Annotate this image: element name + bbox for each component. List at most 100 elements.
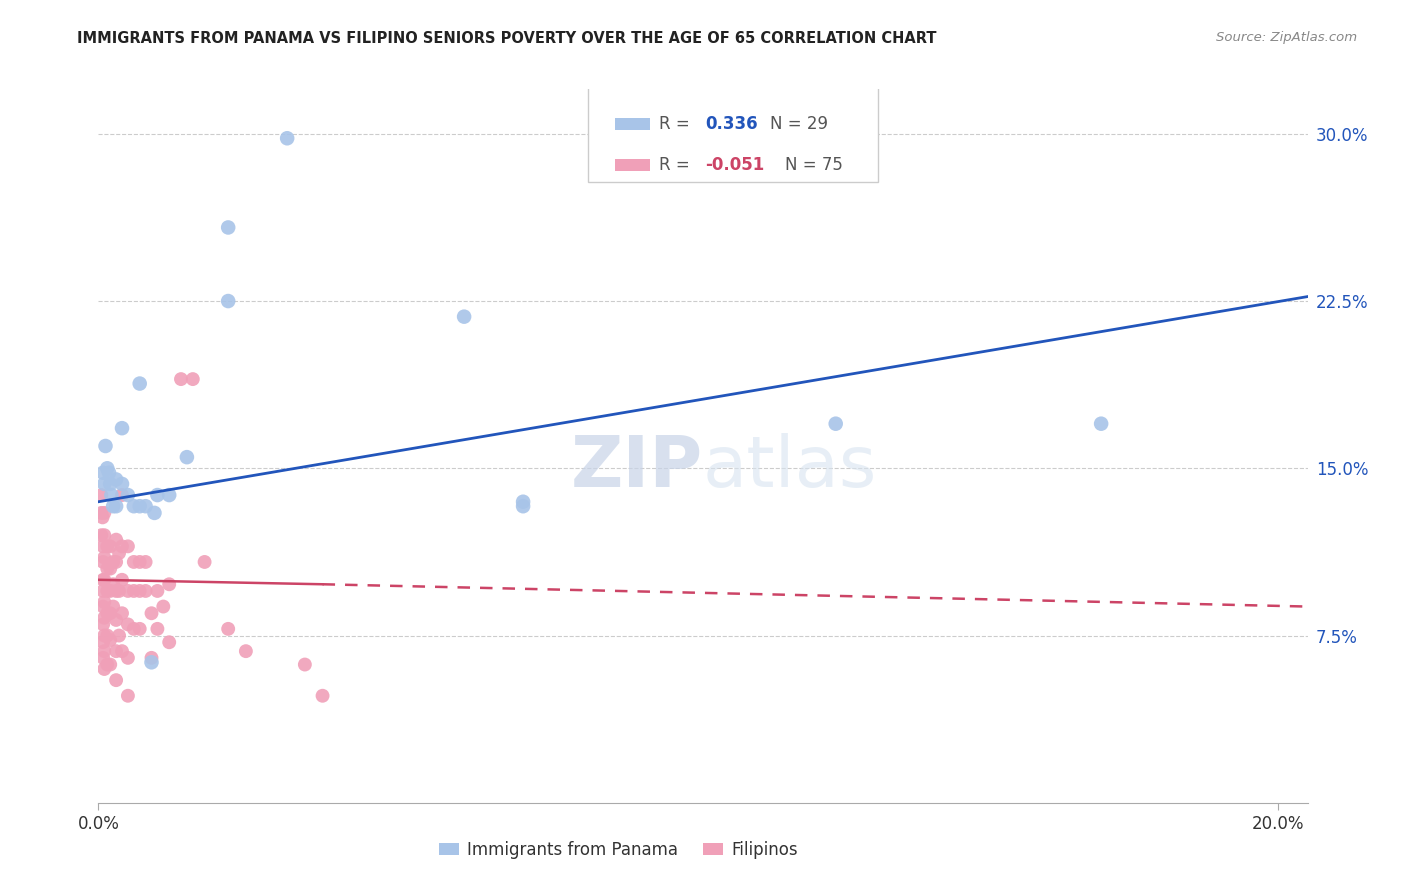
Point <box>122 555 145 569</box>
Text: R =: R = <box>659 115 695 133</box>
Point <box>824 417 846 431</box>
Point <box>117 539 139 553</box>
Point <box>91 583 114 598</box>
Point <box>105 673 128 687</box>
Point <box>235 644 257 658</box>
Text: IMMIGRANTS FROM PANAMA VS FILIPINO SENIORS POVERTY OVER THE AGE OF 65 CORRELATIO: IMMIGRANTS FROM PANAMA VS FILIPINO SENIO… <box>77 31 936 46</box>
Point <box>311 689 333 703</box>
Point <box>101 555 124 569</box>
Point <box>101 599 124 614</box>
Point <box>108 546 131 560</box>
Point <box>105 499 128 513</box>
Point <box>141 651 163 665</box>
Point <box>512 499 534 513</box>
Point <box>152 599 174 614</box>
Point <box>91 573 114 587</box>
Point <box>98 562 121 576</box>
Point <box>194 555 217 569</box>
Point <box>181 372 204 386</box>
Point <box>98 466 121 480</box>
Point <box>217 220 239 235</box>
Point <box>105 613 128 627</box>
Point <box>111 607 134 621</box>
Text: R =: R = <box>659 156 695 174</box>
Point <box>117 488 139 502</box>
Point <box>128 499 150 513</box>
Point <box>128 622 150 636</box>
Point <box>91 599 114 614</box>
Legend: Immigrants from Panama, Filipinos: Immigrants from Panama, Filipinos <box>432 835 804 866</box>
Point <box>91 555 114 569</box>
Point <box>117 617 139 632</box>
Point <box>94 439 117 453</box>
Point <box>91 510 114 524</box>
Point <box>111 421 134 435</box>
Text: N = 75: N = 75 <box>785 156 842 174</box>
Point <box>135 499 157 513</box>
Point <box>512 494 534 508</box>
Point <box>217 293 239 308</box>
Point <box>108 583 131 598</box>
Point <box>96 583 118 598</box>
Point <box>217 622 239 636</box>
Point <box>90 528 112 542</box>
Point <box>111 476 134 491</box>
Text: ZIP: ZIP <box>571 433 703 502</box>
Point <box>93 628 115 642</box>
Point <box>91 617 114 632</box>
Point <box>157 577 180 591</box>
FancyBboxPatch shape <box>614 159 650 171</box>
Point <box>96 562 118 576</box>
Text: -0.051: -0.051 <box>706 156 765 174</box>
Text: Source: ZipAtlas.com: Source: ZipAtlas.com <box>1216 31 1357 45</box>
Point <box>135 583 157 598</box>
Point <box>105 583 128 598</box>
Point <box>96 461 118 475</box>
Point <box>93 528 115 542</box>
Point <box>117 583 139 598</box>
Point <box>98 476 121 491</box>
Point <box>276 131 298 145</box>
Point <box>93 573 115 587</box>
Point <box>1090 417 1112 431</box>
FancyBboxPatch shape <box>614 118 650 130</box>
Point <box>105 473 128 487</box>
Point <box>141 655 163 669</box>
Point <box>111 573 134 587</box>
Point <box>93 476 115 491</box>
Point <box>128 376 150 391</box>
Point <box>146 622 169 636</box>
Point <box>96 607 118 621</box>
Point <box>98 633 121 648</box>
Point <box>111 488 134 502</box>
Point <box>96 539 118 553</box>
Point <box>146 583 169 598</box>
Text: 0.336: 0.336 <box>706 115 758 133</box>
Point <box>128 583 150 598</box>
Point <box>128 555 150 569</box>
Point <box>170 372 193 386</box>
Point <box>141 607 163 621</box>
Point <box>176 450 198 464</box>
Point <box>93 662 115 676</box>
Point <box>93 595 115 609</box>
Point <box>101 499 124 513</box>
Point <box>91 466 114 480</box>
Point <box>96 628 118 642</box>
Point <box>93 550 115 565</box>
Point <box>98 607 121 621</box>
Point <box>101 577 124 591</box>
Point <box>135 555 157 569</box>
Point <box>105 533 128 547</box>
Point <box>157 635 180 649</box>
Point <box>143 506 166 520</box>
FancyBboxPatch shape <box>588 86 879 182</box>
Point <box>93 506 115 520</box>
Point <box>111 644 134 658</box>
Point <box>146 488 169 502</box>
Point <box>157 488 180 502</box>
Point <box>294 657 316 672</box>
Point <box>93 644 115 658</box>
Point <box>105 644 128 658</box>
Point <box>91 539 114 553</box>
